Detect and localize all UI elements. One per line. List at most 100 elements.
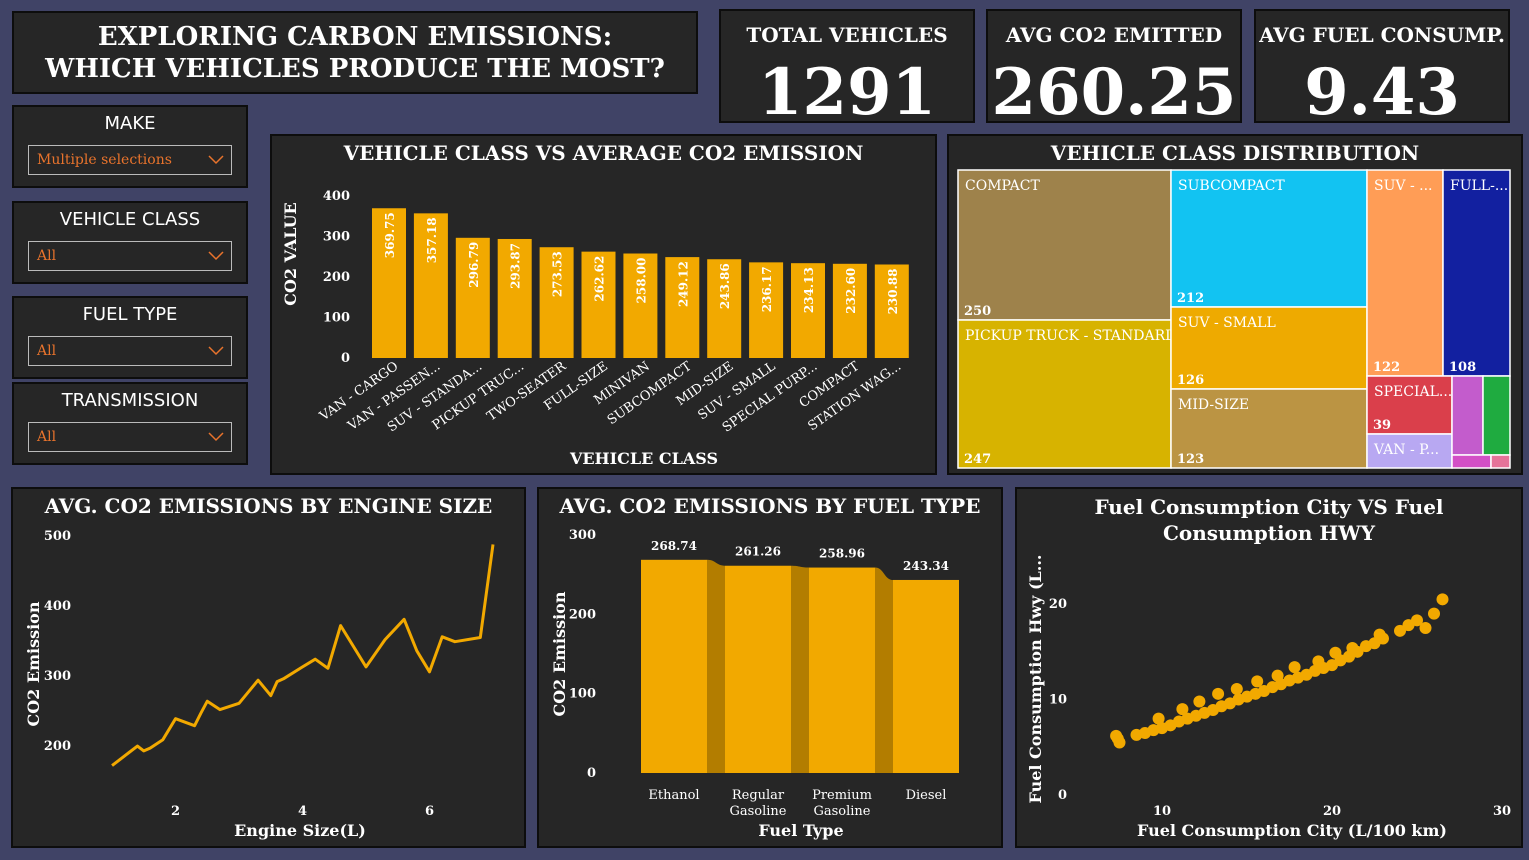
vehicle-class-dropdown[interactable]: All [28,241,232,271]
treemap-tile-label: SUV - SMALL [1178,315,1276,331]
data-label: 273.53 [551,251,565,297]
transmission-dropdown[interactable]: All [28,422,232,452]
y-tick-label: 100 [569,687,596,702]
engine-size-line-chart: 200 300 400 500 2 4 6 CO2 Emission Engine Size(L… [24,529,495,840]
scatter-point [1346,642,1359,654]
scatter-point [1152,712,1165,725]
engine-size-co2-panel: AVG. CO2 EMISSIONS BY ENGINE SIZE 200 300… [11,487,526,848]
kpi-value: 1291 [757,55,937,130]
kpi-avg-co2: AVG CO2 EMITTED 260.25 [986,9,1242,130]
kpi-label: TOTAL VEHICLES [746,23,948,47]
y-axis-title: CO2 Emission [24,601,43,726]
treemap-tile-label: MID-SIZE [1178,397,1249,413]
treemap-tile-label: SUBCOMPACT [1178,178,1285,194]
series-line [111,544,495,767]
kpi-value: 9.43 [1304,55,1460,130]
data-label: 357.18 [425,217,439,263]
dropdown-value: All [37,429,57,445]
x-axis-title: Engine Size(L) [234,821,366,840]
scatter-point [1193,695,1206,708]
bar [725,565,791,773]
scatter-point [1212,687,1225,700]
kpi-avg-fuel: AVG FUEL CONSUMP. 9.43 [1254,9,1510,130]
scatter-point [1271,669,1284,682]
dashboard-title-panel: EXPLORING CARBON EMISSIONS: WHICH VEHICL… [12,11,698,94]
data-label: 230.88 [886,268,900,314]
bar [623,253,658,358]
dropdown-value: Multiple selections [37,152,172,168]
fuel-consumption-scatter-chart: 0 10 20 10 20 30 Fuel Consumption Hwy (L... Fue… [1026,555,1511,840]
data-label: 369.75 [383,212,397,258]
bar [791,263,825,358]
slicer-label: FUEL TYPE [82,304,178,325]
kpi-label: AVG FUEL CONSUMP. [1259,23,1505,47]
vehicle-class-distribution-panel: VEHICLE CLASS DISTRIBUTION COMPACT 250 PIC… [947,134,1523,475]
data-label: 258.96 [819,547,865,561]
data-label: 293.87 [509,243,523,289]
vehicle-class-co2-chart-panel: VEHICLE CLASS VS AVERAGE CO2 EMISSION 0 1… [270,134,937,475]
fuel-consumption-scatter-panel: Fuel Consumption City VS Fuel Consumptio… [1015,487,1523,848]
slicer-vehicle-class: VEHICLE CLASS All [12,201,248,284]
chart-title: AVG. CO2 EMISSIONS BY FUEL TYPE [559,494,981,518]
treemap-tile-value: 122 [1373,360,1400,375]
bar [874,264,909,358]
bar [413,213,448,358]
treemap-tile-value: 126 [1177,373,1204,388]
data-label: 258.00 [634,258,648,304]
y-tick-label: 10 [1049,693,1067,708]
dashboard-title: EXPLORING CARBON EMISSIONS: WHICH VEHICL… [45,21,665,84]
slicer-label: VEHICLE CLASS [59,209,201,230]
treemap-tile [1442,169,1511,377]
treemap-tile-value: 123 [1177,452,1204,467]
vehicle-class-treemap: COMPACT 250 PICKUP TRUCK - STANDARD 247 SUBC… [957,169,1511,469]
data-label: 236.17 [760,266,774,312]
x-tick-label: 20 [1323,804,1341,819]
y-tick-label: 400 [323,189,350,204]
treemap-tile-label: COMPACT [965,178,1040,194]
treemap-tile [1490,454,1511,469]
x-tick-label: 30 [1493,804,1511,819]
dropdown-value: All [37,343,57,359]
bar [893,579,959,773]
treemap-tile [1170,169,1368,308]
treemap-tile-value: 212 [1177,291,1204,306]
x-tick-label: 2 [171,804,180,819]
bar [832,263,867,358]
bar [641,559,707,773]
treemap-tile-label: SPECIAL... [1374,384,1452,400]
slicer-fuel-type: FUEL TYPE All [12,296,248,379]
scatter-point [1394,624,1406,637]
treemap-tile [1482,375,1511,456]
scatter-point [1110,729,1123,742]
bar [809,567,875,773]
fuel-type-dropdown[interactable]: All [28,336,232,366]
x-tick-label: Gasoline [813,804,870,819]
chevron-down-icon [208,155,224,165]
y-axis-title: CO2 Emission [550,591,569,716]
bar [372,208,406,358]
dropdown-value: All [37,248,57,264]
chevron-down-icon [208,346,224,356]
x-axis-title: VEHICLE CLASS [569,449,718,468]
data-label: 261.26 [735,545,781,559]
kpi-label: AVG CO2 EMITTED [1005,23,1223,47]
ribbon-connector [875,567,893,773]
y-tick-label: 500 [44,529,71,544]
make-dropdown[interactable]: Multiple selections [28,145,232,175]
x-tick-label: Premium [812,788,872,803]
chart-title: VEHICLE CLASS VS AVERAGE CO2 EMISSION [343,141,864,165]
kpi-value: 260.25 [991,55,1237,130]
chevron-down-icon [208,432,224,442]
y-tick-label: 300 [44,669,71,684]
data-label: 243.86 [718,263,732,309]
treemap-tile [1366,169,1444,377]
y-tick-label: 100 [323,311,350,326]
slicer-make: MAKE Multiple selections [12,105,248,188]
scatter-point [1329,646,1342,659]
y-axis-title: CO2 VALUE [281,202,300,305]
y-tick-label: 200 [569,607,596,622]
data-label: 249.12 [676,261,690,307]
x-tick-label: Diesel [906,788,947,803]
chart-title: VEHICLE CLASS DISTRIBUTION [1050,141,1420,165]
